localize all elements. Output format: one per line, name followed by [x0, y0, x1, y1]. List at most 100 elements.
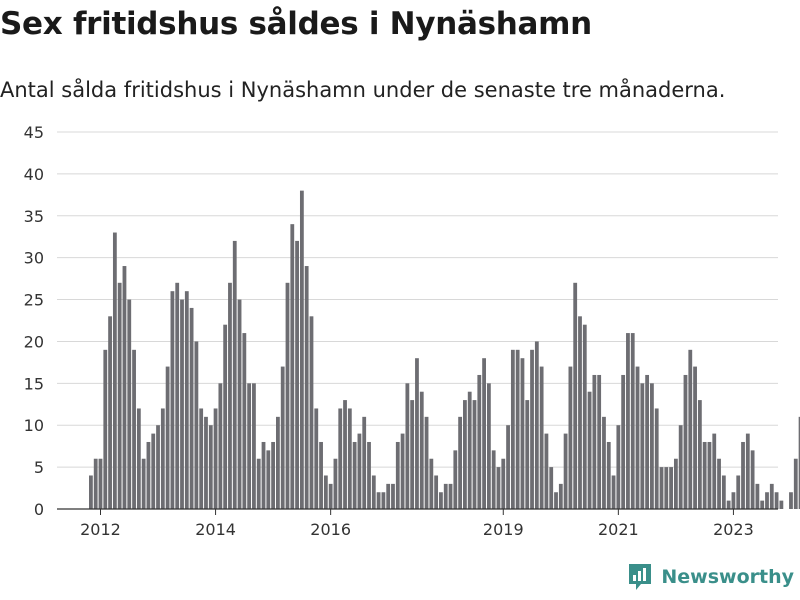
bar — [117, 282, 122, 509]
bar — [434, 475, 439, 509]
bar — [112, 232, 117, 509]
bar — [453, 450, 458, 509]
bar — [616, 425, 621, 509]
bar — [486, 383, 491, 509]
x-tick-label: 2014 — [195, 520, 236, 539]
bar — [386, 483, 391, 509]
bar — [606, 441, 611, 509]
bar — [170, 291, 175, 509]
bar — [717, 458, 721, 509]
bar — [544, 433, 549, 509]
bar — [736, 475, 741, 509]
bar — [415, 358, 419, 509]
bar — [750, 450, 755, 509]
bar — [678, 425, 683, 509]
bar — [184, 291, 189, 509]
bar — [477, 374, 482, 509]
bar — [132, 349, 136, 509]
bar — [347, 408, 352, 509]
bar — [213, 408, 218, 509]
y-tick-label: 45 — [24, 123, 44, 142]
bar — [237, 299, 242, 509]
newsworthy-chart-bubble-icon — [629, 564, 652, 590]
bar — [175, 282, 180, 509]
bar — [156, 425, 160, 509]
bar — [707, 441, 712, 509]
bar — [410, 400, 415, 509]
bar — [793, 458, 798, 509]
bar — [726, 500, 731, 509]
bar — [693, 366, 697, 509]
bar — [151, 433, 156, 509]
y-tick-label: 15 — [24, 374, 44, 393]
bar — [798, 416, 800, 509]
bar — [98, 458, 103, 509]
bar — [779, 500, 784, 509]
bar — [271, 441, 276, 509]
bar — [568, 366, 573, 509]
bar — [93, 458, 98, 509]
bar — [635, 366, 640, 509]
bar — [506, 425, 510, 509]
bar — [563, 433, 568, 509]
bar — [525, 400, 530, 509]
y-tick-label: 0 — [34, 500, 44, 519]
y-tick-label: 20 — [24, 332, 44, 351]
bar — [199, 408, 204, 509]
bar — [789, 492, 793, 509]
bar — [371, 475, 376, 509]
bar — [290, 224, 295, 509]
bar — [136, 408, 141, 509]
bar — [702, 441, 707, 509]
bar — [755, 483, 760, 509]
bar — [721, 475, 726, 509]
bar — [774, 492, 779, 509]
bar — [482, 358, 486, 509]
bar — [443, 483, 448, 509]
bar — [592, 374, 597, 509]
bar — [381, 492, 386, 509]
bar — [424, 416, 429, 509]
bar — [731, 492, 736, 509]
bar — [194, 341, 199, 509]
bar — [501, 458, 506, 509]
bar — [223, 324, 228, 509]
bar — [630, 333, 635, 509]
bar — [391, 483, 395, 509]
bar — [578, 316, 582, 509]
bar — [673, 458, 678, 509]
bar — [467, 391, 472, 509]
bar — [103, 349, 108, 509]
bar — [439, 492, 443, 509]
bar — [640, 383, 645, 509]
bar — [587, 391, 592, 509]
bar — [697, 400, 702, 509]
bar — [89, 475, 93, 509]
x-tick-label: 2023 — [713, 520, 754, 539]
bar — [208, 425, 213, 509]
bar — [285, 282, 290, 509]
bar — [463, 400, 467, 509]
y-axis-tick-labels: 0 5 10 15 20 25 30 35 40 45 — [24, 123, 44, 519]
bar — [745, 433, 750, 509]
bar — [319, 441, 323, 509]
bar — [376, 492, 381, 509]
bar — [160, 408, 165, 509]
bar — [491, 450, 496, 509]
bar — [520, 358, 525, 509]
bar — [659, 467, 664, 509]
x-axis-ticks: 2012201420162019202120232025 — [80, 509, 754, 539]
bar — [654, 408, 659, 509]
bar — [141, 458, 146, 509]
bar — [621, 374, 626, 509]
logo-text: Newsworthy — [661, 566, 794, 588]
bar — [712, 433, 717, 509]
bar — [165, 366, 170, 509]
bar — [328, 483, 333, 509]
bar — [180, 299, 184, 509]
bar-series — [89, 190, 800, 509]
chart-title: Sex fritidshus såldes i Nynäshamn — [0, 6, 592, 42]
bar — [405, 383, 410, 509]
bar — [266, 450, 271, 509]
